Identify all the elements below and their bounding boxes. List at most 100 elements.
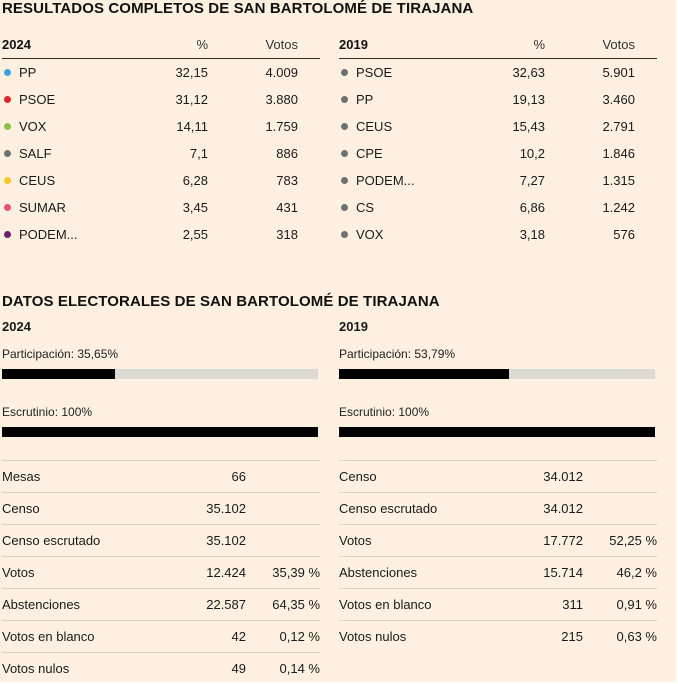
party-color-dot-icon <box>341 69 348 76</box>
row-percentage: 35,39 % <box>272 565 320 580</box>
row-value: 35.102 <box>206 533 246 548</box>
results-rows: PP 32,15 4.009 PSOE 31,12 3.880 VOX 14,11 1.759 S… <box>2 59 320 248</box>
table-row: Censo 34.012 <box>339 461 657 493</box>
party-row: VOX 3,18 576 <box>339 221 657 248</box>
electoral-data-2019: 2019 Participación: 53,79% Escrutinio: 1… <box>339 318 657 652</box>
row-value: 42 <box>231 629 246 644</box>
row-label: Abstenciones <box>2 597 81 612</box>
party-pct: 14,11 <box>176 119 208 134</box>
party-name: SUMAR <box>19 200 66 215</box>
party-color-dot-icon <box>4 231 11 238</box>
row-value: 17.772 <box>543 533 583 548</box>
party-row: SALF 7,1 886 <box>2 140 320 167</box>
party-pct: 10,2 <box>519 146 545 161</box>
party-votes: 783 <box>276 173 298 188</box>
party-color-dot-icon <box>4 96 11 103</box>
party-color-dot-icon <box>341 231 348 238</box>
table-row: Votos nulos 49 0,14 % <box>2 653 320 684</box>
party-color-dot-icon <box>341 123 348 130</box>
party-name: PSOE <box>19 92 56 107</box>
party-votes: 1.846 <box>602 146 635 161</box>
party-votes: 4.009 <box>265 65 298 80</box>
party-cell: PSOE <box>339 65 485 80</box>
electoral-table: Censo 34.012 Censo escrutado 34.012 Votos 17.… <box>339 460 657 652</box>
party-cell: CEUS <box>2 173 148 188</box>
participation-bar <box>339 369 655 379</box>
table-row: Votos en blanco 311 0,91 % <box>339 589 657 621</box>
row-value: 49 <box>231 661 246 676</box>
electoral-year: 2024 <box>2 319 31 334</box>
party-cell: PP <box>2 65 148 80</box>
row-label: Votos en blanco <box>339 597 432 612</box>
party-color-dot-icon <box>4 69 11 76</box>
table-row: Censo 35.102 <box>2 493 320 525</box>
party-name: PP <box>356 92 374 107</box>
table-row: Votos en blanco 42 0,12 % <box>2 621 320 653</box>
electoral-title: DATOS ELECTORALES DE SAN BARTOLOMÉ DE TI… <box>2 293 440 310</box>
row-label: Votos en blanco <box>2 629 95 644</box>
party-pct: 19,13 <box>512 92 545 107</box>
party-votes: 886 <box>276 146 298 161</box>
party-row: PSOE 32,63 5.901 <box>339 59 657 86</box>
party-name: CEUS <box>356 119 393 134</box>
row-value: 35.102 <box>206 501 246 516</box>
party-votes: 3.460 <box>602 92 635 107</box>
row-percentage: 0,14 % <box>279 661 320 676</box>
participation-label: Participación: 53,79% <box>339 347 456 361</box>
table-row: Censo escrutado 34.012 <box>339 493 657 525</box>
row-label: Votos <box>2 565 35 580</box>
party-pct: 2,55 <box>182 227 208 242</box>
party-color-dot-icon <box>4 123 11 130</box>
votes-header: Votos <box>265 36 298 52</box>
party-votes: 431 <box>276 200 298 215</box>
row-value: 66 <box>231 469 246 484</box>
table-row: Votos 17.772 52,25 % <box>339 525 657 557</box>
party-pct: 6,86 <box>519 200 545 215</box>
party-color-dot-icon <box>341 177 348 184</box>
party-votes: 1.242 <box>602 200 635 215</box>
participation-label: Participación: 35,65% <box>2 347 119 361</box>
row-value: 215 <box>561 629 583 644</box>
row-value: 15.714 <box>543 565 583 580</box>
party-name: CPE <box>356 146 383 161</box>
results-header: 2019 % Votos <box>339 30 657 59</box>
row-value: 12.424 <box>206 565 246 580</box>
pct-header: % <box>533 36 545 52</box>
party-cell: CS <box>339 200 485 215</box>
table-row: Censo escrutado 35.102 <box>2 525 320 557</box>
scrutiny-bar-fill <box>2 427 318 437</box>
row-percentage: 46,2 % <box>616 565 657 580</box>
party-cell: SUMAR <box>2 200 148 215</box>
party-cell: VOX <box>339 227 485 242</box>
electoral-data-2024: 2024 Participación: 35,65% Escrutinio: 1… <box>2 318 320 684</box>
row-label: Censo <box>339 469 377 484</box>
party-row: PODEM... 2,55 318 <box>2 221 320 248</box>
party-cell: PODEM... <box>2 227 148 242</box>
votes-header: Votos <box>602 36 635 52</box>
row-label: Mesas <box>2 469 41 484</box>
results-table-2019: 2019 % Votos PSOE 32,63 5.901 PP 19,13 3.460 C… <box>339 30 657 248</box>
results-title: RESULTADOS COMPLETOS DE SAN BARTOLOMÉ DE… <box>2 0 474 17</box>
scrutiny-bar-fill <box>339 427 655 437</box>
party-cell: PSOE <box>2 92 148 107</box>
party-pct: 15,43 <box>512 119 545 134</box>
row-label: Votos <box>339 533 372 548</box>
party-color-dot-icon <box>4 177 11 184</box>
party-name: PP <box>19 65 37 80</box>
row-percentage: 0,91 % <box>616 597 657 612</box>
participation-bar-fill <box>2 369 115 379</box>
party-cell: SALF <box>2 146 148 161</box>
participation-bar <box>2 369 318 379</box>
row-label: Votos nulos <box>339 629 407 644</box>
row-percentage: 52,25 % <box>609 533 657 548</box>
table-row: Votos nulos 215 0,63 % <box>339 621 657 652</box>
row-label: Censo escrutado <box>2 533 101 548</box>
party-pct: 32,15 <box>175 65 208 80</box>
party-name: VOX <box>356 227 384 242</box>
participation-bar-fill <box>339 369 509 379</box>
party-name: PODEM... <box>19 227 78 242</box>
party-row: PP 32,15 4.009 <box>2 59 320 86</box>
electoral-year: 2019 <box>339 319 368 334</box>
row-label: Abstenciones <box>339 565 418 580</box>
party-row: CS 6,86 1.242 <box>339 194 657 221</box>
